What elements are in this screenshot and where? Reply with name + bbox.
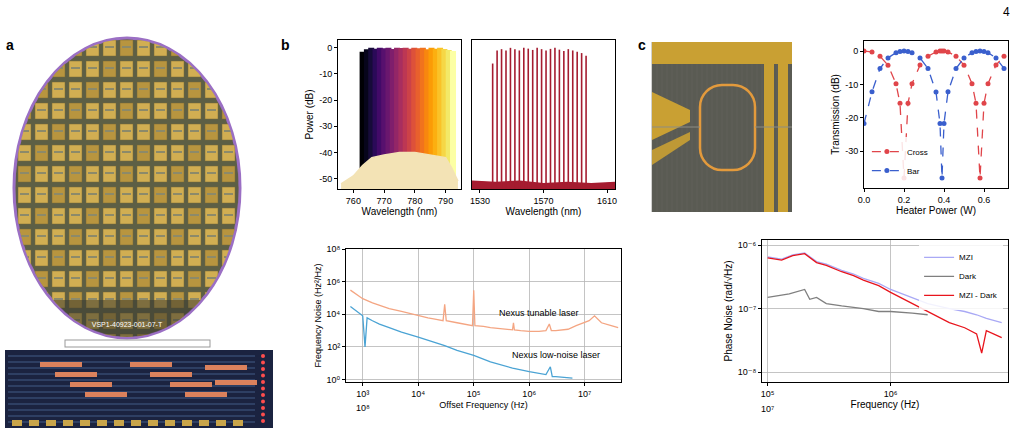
svg-text:0.4: 0.4 [938,195,951,205]
svg-text:10⁻⁷: 10⁻⁷ [738,304,756,314]
svg-text:a: a [6,37,14,53]
svg-text:Power (dB): Power (dB) [304,89,315,139]
svg-text:Dark: Dark [959,272,977,281]
svg-text:4: 4 [1003,5,1010,19]
svg-text:0.6: 0.6 [978,195,991,205]
svg-text:10⁶: 10⁶ [522,389,536,399]
svg-text:0: 0 [327,43,332,53]
svg-text:MZI: MZI [959,253,973,262]
svg-text:Frequency Noise (Hz²/Hz): Frequency Noise (Hz²/Hz) [313,263,323,367]
svg-text:10⁰: 10⁰ [327,375,341,385]
svg-text:0.2: 0.2 [898,195,911,205]
svg-text:VSP1-40923-001-07-T: VSP1-40923-001-07-T [92,321,163,328]
svg-text:1610: 1610 [597,196,617,206]
svg-text:1570: 1570 [533,196,553,206]
svg-text:10⁶: 10⁶ [884,389,898,399]
svg-text:10³: 10³ [356,389,369,399]
svg-text:10⁸: 10⁸ [356,403,370,413]
svg-text:-40: -40 [319,148,332,158]
svg-text:780: 780 [407,196,422,206]
svg-text:10⁶: 10⁶ [326,277,340,287]
svg-text:10⁵: 10⁵ [467,389,481,399]
svg-text:-30: -30 [845,146,858,156]
svg-text:-20: -20 [845,113,858,123]
svg-text:760: 760 [346,196,361,206]
svg-text:10⁷: 10⁷ [578,389,591,399]
svg-text:10⁻⁸: 10⁻⁸ [738,367,757,377]
svg-text:Cross: Cross [907,148,928,157]
svg-text:1530: 1530 [470,196,490,206]
svg-text:Nexus tunable laser: Nexus tunable laser [499,308,579,318]
svg-text:0: 0 [853,46,858,56]
svg-text:0.0: 0.0 [858,195,871,205]
svg-text:-20: -20 [319,95,332,105]
svg-text:10⁴: 10⁴ [411,389,425,399]
svg-text:c: c [638,37,646,53]
svg-text:10⁻⁶: 10⁻⁶ [738,240,757,250]
svg-text:Wavelength (nm): Wavelength (nm) [506,206,582,217]
svg-text:770: 770 [377,196,392,206]
svg-text:10²: 10² [327,342,340,352]
svg-text:Transmission (dB): Transmission (dB) [830,74,841,155]
svg-text:-50: -50 [319,174,332,184]
svg-text:-10: -10 [845,80,858,90]
svg-text:-10: -10 [319,69,332,79]
svg-text:Nexus low-noise laser: Nexus low-noise laser [512,350,600,360]
svg-text:Offset Frequency (Hz): Offset Frequency (Hz) [439,400,527,410]
svg-text:790: 790 [438,196,453,206]
svg-text:Phase Noise (rad/√Hz): Phase Noise (rad/√Hz) [723,260,734,361]
svg-text:10⁸: 10⁸ [326,244,340,254]
svg-text:10⁷: 10⁷ [761,404,774,414]
svg-text:Heater Power (W): Heater Power (W) [896,205,976,216]
svg-text:Wavelength (nm): Wavelength (nm) [362,206,438,217]
svg-text:10⁵: 10⁵ [761,389,775,399]
svg-text:Frequency (Hz): Frequency (Hz) [851,399,920,410]
svg-text:Bar: Bar [907,167,920,176]
svg-text:-30: -30 [319,121,332,131]
svg-text:10⁴: 10⁴ [326,309,340,319]
svg-text:b: b [281,37,290,53]
svg-text:MZI - Dark: MZI - Dark [959,291,998,300]
